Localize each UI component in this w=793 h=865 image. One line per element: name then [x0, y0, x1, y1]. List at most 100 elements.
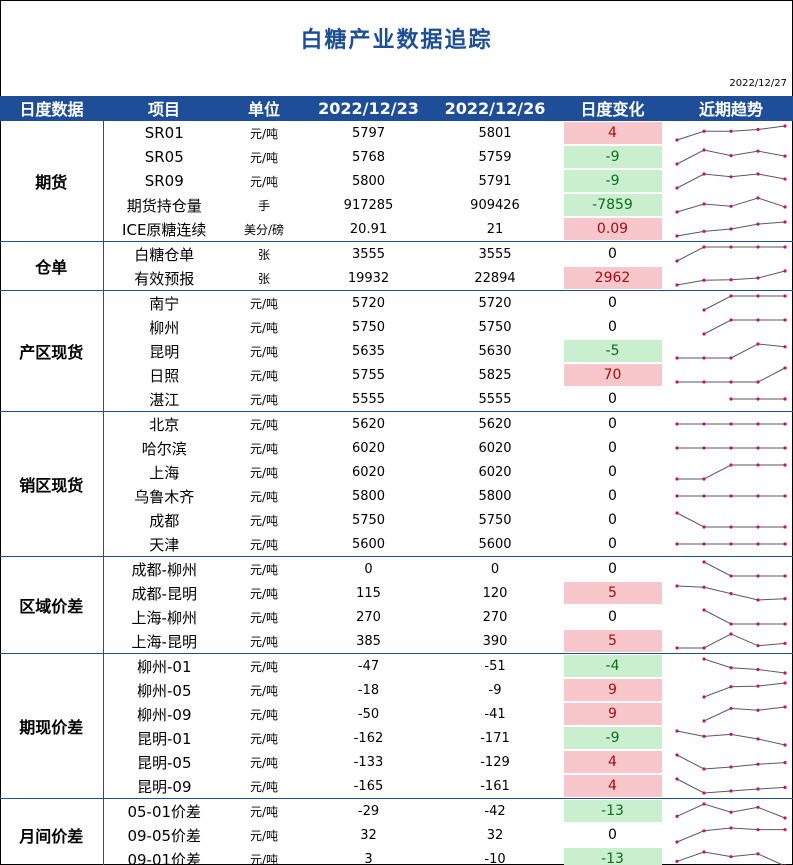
trend-point [675, 380, 679, 384]
daily-change-cell: 0 [556, 532, 669, 557]
trend-point [783, 641, 787, 645]
trend-cell [669, 484, 793, 508]
trend-point [675, 753, 679, 757]
trend-sparkline [702, 560, 787, 578]
value-date-1: -47 [303, 653, 434, 678]
trend-sparkline [702, 705, 787, 723]
value-date-1: 20.91 [349, 221, 388, 237]
unit-cell: 元/吨 [225, 120, 303, 145]
trend-point [756, 574, 760, 578]
item-name: 柳州-09 [137, 705, 192, 724]
trend-sparkline [675, 446, 787, 450]
table-row: 产区现货 南宁 元/吨 5720 5720 0 [0, 290, 793, 412]
daily-change-value: 4 [563, 775, 662, 797]
trend-point [756, 805, 760, 809]
trend-point [729, 574, 733, 578]
value-date-2: 6020 [478, 440, 512, 456]
trend-point [729, 204, 733, 208]
trend-point [756, 446, 760, 450]
trend-point [675, 186, 679, 190]
trend-line [703, 658, 786, 674]
trend-point [756, 762, 760, 766]
sugar-data-table: 日度数据 项目 单位 2022/12/23 2022/12/26 日度变化 近期… [0, 96, 793, 865]
value-date-1: 6020 [351, 440, 386, 456]
category-label: 期货 [0, 120, 104, 242]
trend-point [756, 787, 760, 791]
table-row: 区域价差 成都-柳州 元/吨 0 0 0 [0, 556, 793, 654]
trend-point [702, 494, 706, 498]
daily-change-cell: 0 [556, 508, 669, 532]
trend-point [783, 269, 787, 273]
trend-point [702, 585, 706, 589]
trend-point [756, 542, 760, 546]
item-name: 白糖仓单 [103, 241, 225, 266]
category-label: 区域价差 [0, 556, 104, 654]
trend-point [675, 584, 679, 588]
table-row: 昆明-05 元/吨 -133 -129 4 [0, 750, 793, 774]
trend-point [756, 525, 760, 529]
unit-cell: 元/吨 [225, 556, 303, 581]
trend-point [783, 463, 787, 467]
trend-point [675, 259, 679, 263]
table-row: 哈尔滨 元/吨 6020 6020 0 [0, 436, 793, 460]
trend-point [675, 446, 679, 450]
trend-point [702, 129, 706, 133]
trend-point [702, 148, 706, 152]
table-row: 成都 元/吨 5750 5750 0 [0, 508, 793, 532]
daily-change-cell: 0 [556, 460, 669, 484]
value-date-1: 917285 [343, 197, 394, 213]
trend-point [702, 380, 706, 384]
unit-cell: 元/吨 [249, 731, 279, 746]
item-name: 柳州-05 [137, 681, 192, 700]
header-daily-change: 日度变化 [556, 96, 669, 121]
trend-point [783, 177, 787, 181]
trend-point [756, 684, 760, 688]
trend-sparkline [675, 245, 787, 263]
trend-point [783, 494, 787, 498]
daily-change-value: 5 [563, 582, 662, 604]
trend-cell [669, 266, 793, 291]
value-date-2: -10 [484, 851, 506, 865]
trend-point [702, 646, 706, 650]
trend-point [756, 494, 760, 498]
daily-change-value: -9 [563, 146, 662, 168]
unit-cell: 元/吨 [249, 610, 279, 625]
trend-line [677, 367, 786, 383]
table-row: 月间价差 05-01价差 元/吨 -29 -42 -13 [0, 798, 793, 865]
trend-point [702, 719, 706, 723]
value-date-2: 3555 [434, 241, 556, 266]
table-row: 柳州 元/吨 5750 5750 0 [0, 315, 793, 339]
trend-sparkline [675, 494, 787, 498]
value-date-1: 5768 [351, 149, 386, 165]
category-label: 月间价差 [0, 798, 104, 865]
table-row: ICE原糖连续 美分/磅 20.91 21 0.09 [0, 217, 793, 242]
trend-sparkline [675, 802, 787, 820]
trend-cell [669, 847, 793, 865]
trend-cell [669, 120, 793, 145]
daily-change-cell: 0 [556, 484, 669, 508]
daily-change-value: 0 [608, 391, 617, 407]
value-date-2: -41 [484, 706, 506, 722]
trend-line [676, 512, 785, 528]
trend-point [675, 477, 679, 481]
trend-point [702, 229, 706, 233]
trend-cell [669, 750, 793, 774]
trend-sparkline [675, 220, 787, 238]
trend-cell [669, 436, 793, 460]
trend-point [756, 598, 760, 602]
trend-point [756, 149, 760, 153]
daily-change-value: 2962 [563, 267, 662, 289]
table-row: 仓单 白糖仓单张 3555 3555 0 [0, 241, 793, 291]
trend-point [702, 525, 706, 529]
item-name: 南宁 [103, 290, 225, 315]
trend-cell [669, 508, 793, 532]
value-date-1: 270 [356, 609, 381, 625]
daily-change-cell: 0 [556, 241, 669, 266]
unit-cell: 元/吨 [249, 441, 279, 456]
unit-cell: 元/吨 [225, 653, 303, 678]
table-row: 昆明-01 元/吨 -162 -171 -9 [0, 726, 793, 750]
table-row: 上海 元/吨 6020 6020 0 [0, 460, 793, 484]
trend-cell [669, 532, 793, 557]
trend-point [756, 318, 760, 322]
trend-sparkline [702, 318, 787, 336]
